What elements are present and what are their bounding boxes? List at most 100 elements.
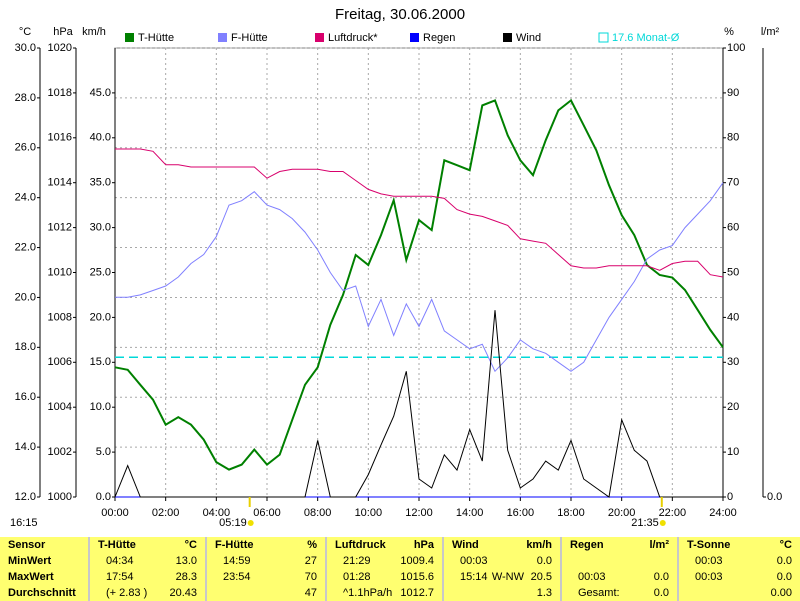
y-tick-label: 1010: [48, 266, 72, 278]
table-column: T-Hütte °C 13.0 04:34 28.3 17:54 20.43 (+ 2.83 …: [90, 537, 205, 601]
cell-value: 1009.4: [400, 555, 434, 567]
row-label: MaxWert: [8, 571, 54, 583]
y-tick-label: 40.0: [90, 132, 111, 144]
y-tick-label: 0: [727, 491, 733, 503]
legend-label: Regen: [423, 32, 455, 44]
y-tick-label: 1008: [48, 311, 72, 323]
x-tick-label: 24:00: [709, 507, 737, 519]
legend-swatch: [598, 32, 609, 43]
x-tick-label: 10:00: [355, 507, 383, 519]
y-tick-label: 20.0: [15, 291, 36, 303]
legend-swatch: [503, 33, 512, 42]
cell-time: 23:54: [223, 571, 251, 583]
cell-time: Gesamt:: [578, 587, 620, 599]
cell-value: 47: [304, 587, 317, 599]
axis-unit: hPa: [53, 26, 73, 38]
y-tick-label: 0.0: [96, 491, 111, 503]
y-tick-label: 15.0: [90, 356, 111, 368]
y-tick-label: 5.0: [96, 446, 111, 458]
y-tick-label: 10.0: [90, 401, 111, 413]
x-tick-label: 14:00: [456, 507, 484, 519]
column-unit: °C: [779, 539, 792, 551]
column-unit: %: [307, 539, 317, 551]
cell-time: 15:14: [460, 571, 488, 583]
y-tick-label: 1018: [48, 87, 72, 99]
y-tick-label: 1000: [48, 491, 72, 503]
cell-value: 1.3: [536, 587, 552, 599]
series-line: [115, 148, 724, 278]
chart: Freitag, 30.06.2000 16:15 00:00 02:00 04:0…: [10, 6, 782, 529]
x-tick-label: 06:00: [253, 507, 281, 519]
y-tick-label: 1020: [48, 42, 72, 54]
y-tick-label: 30: [727, 356, 739, 368]
axis-unit: °C: [19, 26, 31, 38]
y-tick-label: 30.0: [90, 222, 111, 234]
legend-swatch: [315, 33, 324, 42]
cell-value: 70: [304, 571, 317, 583]
column-header: T-Sonne: [687, 539, 731, 551]
sunrise-label: 05:19: [219, 517, 247, 529]
cell-time: 00:03: [695, 571, 723, 583]
y-tick-label: 100: [727, 42, 745, 54]
x-tick-label: 16:00: [507, 507, 535, 519]
y-tick-label: 25.0: [90, 266, 111, 278]
x-tick-label: 22:00: [659, 507, 687, 519]
legend-label: 17.6 Monat-Ø: [612, 32, 680, 44]
series-line: [115, 182, 724, 373]
y-tick-label: 12.0: [15, 491, 36, 503]
y-tick-label: 1006: [48, 356, 72, 368]
x-tick-label: 12:00: [405, 507, 433, 519]
cell-value: 0.0: [536, 555, 552, 567]
y-tick-label: 1016: [48, 132, 72, 144]
y-tick-label: 1014: [48, 177, 72, 189]
cell-time: ^1.1hPa/h: [343, 587, 393, 599]
series-line: [114, 310, 723, 498]
table-column: T-Sonne °C 0.0 00:03 0.0 00:03 0.00: [679, 537, 800, 601]
cell-time: 00:03: [578, 571, 606, 583]
sunrise-icon: [247, 520, 254, 526]
legend-label: Luftdruck*: [328, 32, 378, 44]
y-tick-label: 16.0: [15, 391, 36, 403]
sunset-label: 21:35: [631, 517, 659, 529]
cell-value: 20.5: [530, 571, 552, 583]
y-tick-label: 30.0: [15, 42, 36, 54]
x-tick-label: 20:00: [608, 507, 636, 519]
column-unit: km/h: [526, 539, 552, 551]
cell-value: 1015.6: [400, 571, 434, 583]
cell-value: 0.00: [770, 587, 792, 599]
chart-title: Freitag, 30.06.2000: [335, 6, 465, 23]
y-tick-label: 20: [727, 401, 739, 413]
y-tick-label: 20.0: [90, 311, 111, 323]
x-tick-label: 18:00: [557, 507, 585, 519]
legend-label: Wind: [516, 32, 541, 44]
y-tick-label: 35.0: [90, 177, 111, 189]
column-header: T-Hütte: [98, 539, 136, 551]
y-tick-label: 1004: [48, 401, 72, 413]
cell-value: 13.0: [175, 555, 197, 567]
column-unit: l/m²: [649, 539, 669, 551]
legend-swatch: [410, 33, 419, 42]
y-tick-label: 24.0: [15, 192, 36, 204]
row-label: MinWert: [8, 555, 52, 567]
column-unit: °C: [184, 539, 197, 551]
y-tick-label: 50: [727, 266, 739, 278]
y-tick-label: 80: [727, 132, 739, 144]
cell-extra: W-NW: [491, 571, 524, 583]
y-tick-label: 1002: [48, 446, 72, 458]
series-line: [114, 98, 724, 471]
y-tick-label: 26.0: [15, 142, 36, 154]
legend-label: T-Hütte: [138, 32, 174, 44]
axis-unit: %: [724, 26, 734, 38]
table-column: Luftdruck hPa 1009.4 21:29 1015.6 01:28 1012.7…: [327, 537, 442, 601]
timestamp: 16:15: [10, 517, 38, 529]
x-tick-label: 04:00: [203, 507, 231, 519]
cell-time: 17:54: [106, 571, 134, 583]
legend-label: F-Hütte: [231, 32, 268, 44]
legend-swatch: [125, 33, 134, 42]
y-tick-label: 1012: [48, 222, 72, 234]
cell-time: 14:59: [223, 555, 251, 567]
x-tick-label: 02:00: [152, 507, 180, 519]
cell-value: 20.43: [169, 587, 197, 599]
cell-time: 00:03: [460, 555, 488, 567]
